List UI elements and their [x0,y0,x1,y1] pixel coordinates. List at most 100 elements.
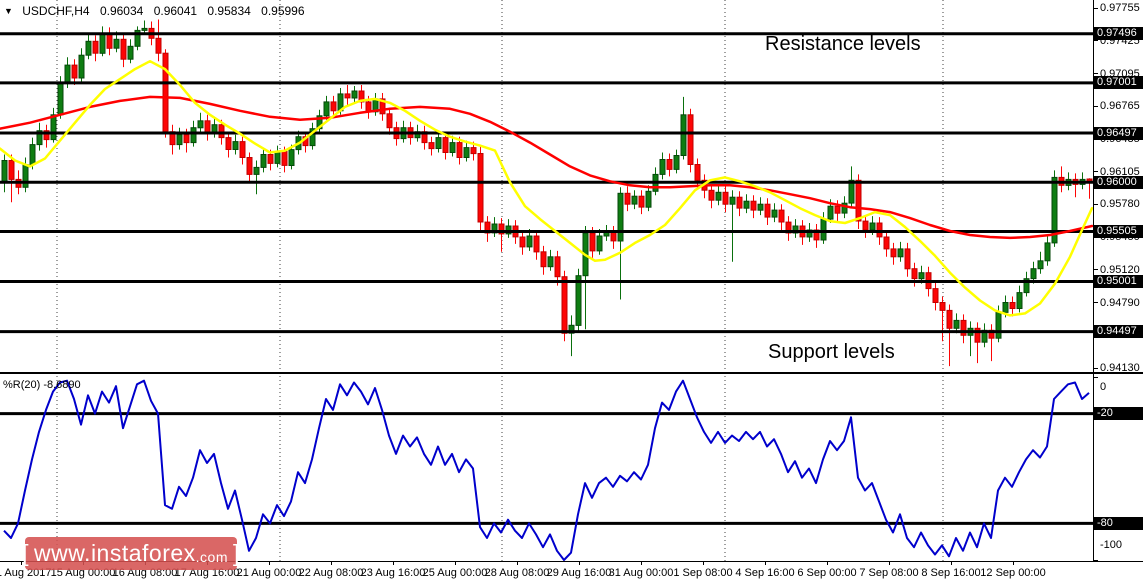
candle [582,226,589,330]
symbol-timeframe: USDCHF,H4 [22,4,90,18]
time-axis-label: 15 Aug 00:00 [50,567,116,579]
candle [92,35,99,62]
candle [456,136,463,165]
time-axis-tick [517,561,518,565]
candle [722,186,729,213]
candle [743,194,750,214]
candle [624,186,631,212]
resistance-annotation: Resistance levels [765,33,921,55]
axis-tick [1094,269,1098,271]
candle [330,95,337,118]
candle [554,250,561,286]
panel-divider[interactable] [0,372,1143,374]
candle [386,107,393,135]
support-annotation: Support levels [768,341,895,363]
candle [1037,251,1044,274]
watermark-domain: www.instaforex [34,540,196,566]
candle [484,216,491,242]
time-axis-tick [393,561,394,565]
candle [1016,285,1023,313]
time-axis-tick [455,561,456,565]
candle [351,86,358,103]
candle [232,134,239,155]
time-axis-label: 17 Aug 16:00 [174,567,240,579]
axis-tick [1094,7,1098,9]
main-chart-canvas[interactable] [0,0,1093,374]
candle [288,144,295,170]
candle [491,217,498,237]
time-axis-label: 31 Aug 00:00 [608,567,674,579]
time-axis-label: 1 Sep 08:00 [673,567,733,579]
candle [813,224,820,248]
price-axis[interactable]: 0.977550.974250.970950.967650.964350.961… [1093,0,1143,585]
time-axis-label: 23 Aug 16:00 [360,567,426,579]
candle [204,114,211,141]
candle [1058,166,1065,193]
candle [750,195,757,219]
time-axis-label: 8 Sep 16:00 [921,567,981,579]
candle [1009,296,1016,317]
watermark-bracket-left: [ [22,540,29,566]
time-axis-tick [21,561,22,565]
ma-fast-line [0,59,1093,317]
candle [960,314,967,344]
candle [659,152,666,180]
ohlc-low: 0.95834 [207,4,251,18]
candle [890,242,897,265]
candle [666,153,673,177]
candle [953,313,960,334]
candle [260,148,267,173]
candle [610,226,617,249]
candle [239,136,246,165]
candle [757,197,764,216]
time-axis-tick [703,561,704,565]
candle [939,296,946,342]
time-axis-label: 4 Sep 16:00 [735,567,795,579]
price-tick-label: 0.96105 [1100,165,1140,178]
candle [547,249,554,271]
price-level-badge: 0.95505 [1094,225,1143,238]
price-level-badge: 0.96497 [1094,126,1143,140]
time-axis-label: 6 Sep 00:00 [797,567,857,579]
candle [638,190,645,215]
candle [372,93,379,116]
axis-tick [1094,302,1098,303]
candle [778,204,785,230]
candle [736,191,743,217]
expander-icon[interactable]: ▼ [4,6,13,16]
candle [344,85,351,105]
candle [904,242,911,277]
axis-tick [1094,203,1098,205]
time-axis-label: 12 Sep 00:00 [980,567,1046,579]
time-axis-label: 21 Aug 00:00 [236,567,302,579]
candle [85,33,92,60]
candle [946,304,953,367]
price-tick-label: 0.94130 [1100,362,1140,374]
time-axis-tick [331,561,332,565]
price-tick-label: 0.94790 [1100,296,1140,309]
candle [197,112,204,133]
price-tick-label: 0.96765 [1100,100,1140,113]
candle [1072,173,1079,198]
instaforex-watermark: [ www.instaforex .com ] [22,537,239,570]
candle [8,154,15,203]
candle [309,122,316,150]
candle [540,245,547,275]
candle [155,19,162,62]
time-axis-tick [1013,561,1014,565]
candle [442,131,449,160]
axis-tick [1094,105,1098,107]
candle [848,166,855,208]
candle [477,146,484,230]
candle [50,107,57,143]
candle [687,108,694,173]
candle [253,160,260,195]
indicator-panel-canvas[interactable] [0,376,1093,561]
price-tick-label: 0.95780 [1100,198,1140,211]
price-level-badge: 0.96000 [1094,175,1143,189]
time-axis-tick [765,561,766,565]
candle [71,59,78,85]
candle [575,268,582,332]
time-axis-label: 29 Aug 16:00 [546,567,612,579]
